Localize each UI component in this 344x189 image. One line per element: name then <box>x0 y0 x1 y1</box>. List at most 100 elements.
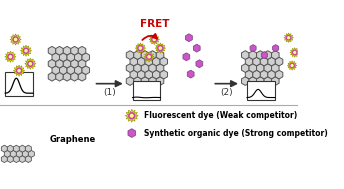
Polygon shape <box>264 77 271 85</box>
Polygon shape <box>17 150 22 157</box>
Circle shape <box>291 65 293 66</box>
Polygon shape <box>130 70 138 79</box>
Circle shape <box>138 46 143 51</box>
Polygon shape <box>268 57 275 66</box>
Polygon shape <box>126 51 134 59</box>
Circle shape <box>18 70 20 72</box>
Polygon shape <box>156 64 164 72</box>
Polygon shape <box>52 53 60 62</box>
Polygon shape <box>126 64 134 72</box>
Circle shape <box>8 54 13 59</box>
Polygon shape <box>10 34 21 45</box>
Polygon shape <box>155 43 165 53</box>
Polygon shape <box>13 156 19 163</box>
Circle shape <box>28 61 33 66</box>
Polygon shape <box>138 70 145 79</box>
Polygon shape <box>187 70 194 78</box>
Polygon shape <box>249 64 257 72</box>
Polygon shape <box>145 57 152 66</box>
Polygon shape <box>63 59 71 68</box>
Polygon shape <box>145 70 152 79</box>
Polygon shape <box>149 51 156 59</box>
Circle shape <box>153 38 155 40</box>
Polygon shape <box>126 77 134 85</box>
Polygon shape <box>249 51 257 59</box>
Circle shape <box>17 68 22 73</box>
Polygon shape <box>56 72 63 81</box>
Polygon shape <box>271 51 279 59</box>
Polygon shape <box>253 70 260 79</box>
Polygon shape <box>48 59 56 68</box>
Polygon shape <box>257 51 264 59</box>
Polygon shape <box>5 51 16 62</box>
Circle shape <box>290 63 294 68</box>
Polygon shape <box>135 43 146 53</box>
Circle shape <box>288 37 290 39</box>
Polygon shape <box>130 57 138 66</box>
Polygon shape <box>13 65 25 76</box>
Polygon shape <box>20 45 32 56</box>
Polygon shape <box>141 77 149 85</box>
Polygon shape <box>290 48 300 57</box>
Polygon shape <box>149 77 156 85</box>
Circle shape <box>148 56 150 58</box>
Polygon shape <box>10 150 17 157</box>
Circle shape <box>9 56 11 58</box>
Polygon shape <box>264 51 271 59</box>
Polygon shape <box>185 34 192 42</box>
Polygon shape <box>287 61 297 70</box>
Polygon shape <box>141 51 149 59</box>
Polygon shape <box>71 59 78 68</box>
Polygon shape <box>156 77 164 85</box>
Polygon shape <box>71 46 78 55</box>
Circle shape <box>14 38 17 40</box>
Polygon shape <box>156 51 164 59</box>
Polygon shape <box>63 46 71 55</box>
Circle shape <box>158 46 163 51</box>
Polygon shape <box>75 66 82 75</box>
Polygon shape <box>4 150 10 157</box>
Polygon shape <box>261 52 267 59</box>
Polygon shape <box>271 77 279 85</box>
Polygon shape <box>250 45 256 52</box>
Polygon shape <box>78 72 86 81</box>
Circle shape <box>129 113 135 119</box>
Circle shape <box>29 63 31 65</box>
Polygon shape <box>275 57 283 66</box>
FancyBboxPatch shape <box>133 81 160 100</box>
Polygon shape <box>82 66 89 75</box>
Polygon shape <box>245 70 253 79</box>
Text: Graphene: Graphene <box>50 135 96 144</box>
Polygon shape <box>257 64 264 72</box>
Polygon shape <box>253 57 260 66</box>
Polygon shape <box>260 70 268 79</box>
Circle shape <box>13 37 18 42</box>
Polygon shape <box>1 156 7 163</box>
Polygon shape <box>19 156 25 163</box>
Polygon shape <box>134 77 141 85</box>
Polygon shape <box>48 72 56 81</box>
Polygon shape <box>125 109 138 122</box>
Polygon shape <box>257 77 264 85</box>
Circle shape <box>292 50 297 55</box>
Circle shape <box>287 36 291 40</box>
Polygon shape <box>7 145 13 152</box>
Polygon shape <box>268 70 275 79</box>
Circle shape <box>130 114 133 117</box>
Polygon shape <box>273 45 279 52</box>
Polygon shape <box>13 145 19 152</box>
FancyBboxPatch shape <box>5 71 33 96</box>
Circle shape <box>139 47 141 49</box>
Circle shape <box>23 48 29 53</box>
Circle shape <box>294 52 295 53</box>
Polygon shape <box>25 58 36 69</box>
Polygon shape <box>48 46 56 55</box>
Polygon shape <box>141 64 149 72</box>
Polygon shape <box>82 53 89 62</box>
Polygon shape <box>25 156 31 163</box>
Polygon shape <box>196 60 203 68</box>
Polygon shape <box>1 145 7 152</box>
Circle shape <box>152 37 157 42</box>
Text: (2): (2) <box>221 88 233 97</box>
Polygon shape <box>67 53 75 62</box>
